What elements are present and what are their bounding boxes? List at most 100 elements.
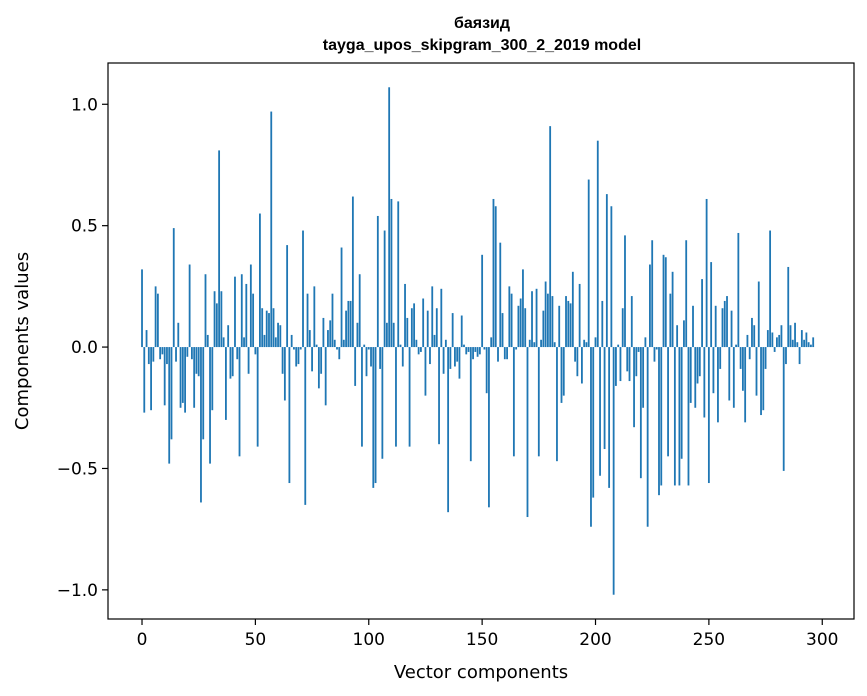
bar-266	[744, 347, 747, 423]
bar-182	[553, 342, 556, 348]
bar-68	[295, 347, 298, 367]
bar-18	[181, 347, 184, 403]
bar-93	[351, 196, 354, 348]
bar-261	[732, 347, 735, 408]
bar-252	[712, 347, 715, 394]
bar-137	[451, 313, 454, 348]
bar-217	[633, 347, 635, 428]
bar-274	[762, 347, 765, 411]
bar-67	[293, 347, 295, 350]
bar-25	[197, 347, 200, 377]
plot-frame	[107, 62, 855, 620]
bar-247	[701, 279, 703, 348]
bar-63	[283, 347, 286, 401]
bar-119	[410, 308, 413, 348]
bar-168	[522, 269, 524, 348]
bar-44	[240, 274, 243, 348]
bar-275	[764, 347, 767, 369]
bar-56	[268, 313, 270, 348]
bar-283	[782, 347, 785, 471]
bar-62	[281, 347, 284, 374]
bar-285	[787, 266, 790, 348]
bar-226	[653, 347, 656, 362]
bar-187	[565, 296, 567, 348]
bar-248	[703, 347, 706, 418]
bar-239	[683, 320, 685, 348]
bar-174	[535, 288, 538, 348]
bar-280	[776, 337, 778, 348]
bar-273	[760, 347, 762, 416]
bar-141	[460, 315, 463, 348]
bar-91	[347, 300, 350, 348]
bar-155	[492, 198, 495, 348]
bar-201	[596, 140, 599, 348]
bar-35	[220, 291, 223, 348]
bar-170	[526, 347, 529, 518]
bar-237	[678, 347, 681, 486]
bar-113	[397, 201, 400, 348]
bar-2	[145, 330, 148, 348]
bar-61	[279, 325, 282, 348]
x-tick-label: 50	[245, 630, 267, 650]
bar-53	[261, 308, 264, 348]
bar-32	[213, 291, 216, 348]
bar-263	[737, 232, 740, 348]
bar-269	[751, 317, 753, 348]
bar-42	[236, 347, 239, 360]
bar-118	[408, 347, 411, 447]
bar-175	[537, 347, 540, 457]
bar-82	[327, 330, 329, 348]
bar-149	[478, 347, 481, 355]
bar-160	[503, 347, 506, 360]
bar-100	[367, 347, 370, 350]
bar-144	[467, 347, 470, 352]
bar-254	[717, 347, 719, 423]
bar-189	[569, 303, 572, 348]
bar-246	[698, 347, 701, 377]
bar-94	[354, 347, 357, 386]
bars-group	[141, 87, 815, 595]
bar-89	[342, 339, 345, 348]
bar-260	[730, 310, 733, 348]
bar-5	[152, 347, 155, 362]
bar-48	[249, 264, 252, 348]
bar-216	[630, 296, 633, 348]
bar-134	[444, 339, 447, 348]
bar-98	[363, 344, 366, 348]
bar-105	[379, 347, 381, 369]
bar-235	[673, 347, 676, 486]
bar-139	[456, 347, 459, 362]
bar-51	[256, 347, 259, 447]
bar-281	[778, 334, 781, 348]
bar-251	[710, 262, 713, 348]
bar-282	[780, 325, 783, 348]
bar-135	[447, 347, 450, 513]
bar-276	[766, 330, 769, 348]
bar-116	[404, 283, 406, 348]
bar-244	[694, 347, 697, 408]
bar-158	[499, 242, 502, 348]
bar-238	[680, 347, 683, 459]
bar-242	[689, 347, 692, 403]
bar-213	[624, 235, 626, 348]
bar-287	[791, 339, 794, 348]
bar-215	[628, 347, 631, 382]
bar-52	[259, 213, 261, 348]
bar-279	[773, 347, 776, 352]
bar-220	[639, 347, 642, 479]
bar-161	[506, 347, 508, 360]
bar-210	[617, 344, 620, 348]
bar-223	[646, 347, 649, 527]
x-axis-label: Vector components	[394, 662, 568, 683]
bar-196	[585, 342, 588, 348]
bar-46	[245, 283, 248, 348]
bar-227	[655, 347, 658, 350]
bar-108	[385, 322, 388, 348]
bar-59	[274, 337, 277, 348]
bar-179	[546, 293, 549, 348]
bar-162	[508, 286, 511, 348]
bar-16	[177, 322, 180, 348]
bar-96	[358, 274, 361, 348]
x-tick-label: 200	[579, 630, 611, 650]
